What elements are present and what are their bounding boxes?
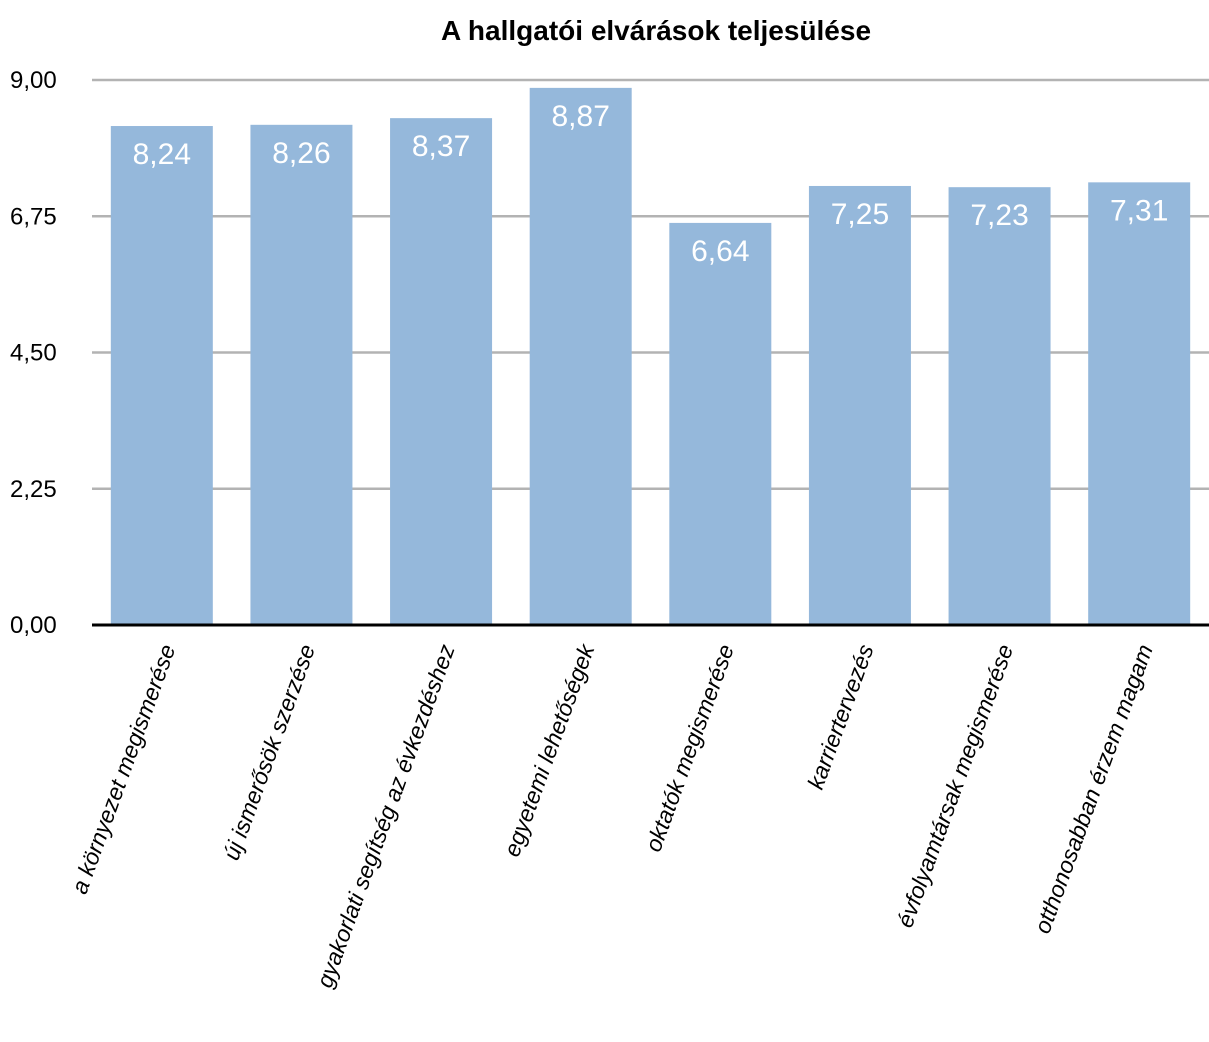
bar (110, 126, 213, 626)
bar-value-label: 8,24 (133, 138, 191, 171)
y-tick-label: 4,50 (10, 340, 57, 367)
bar (250, 124, 353, 626)
y-tick-label: 6,75 (10, 203, 57, 230)
bar-value-label: 8,87 (551, 100, 609, 133)
y-tick-label: 2,25 (10, 476, 57, 503)
x-tick-label: karriertervezés (802, 640, 879, 792)
x-tick-label: gyakorlati segítség az évkezdéshez (311, 640, 460, 991)
x-axis-ticks: a környezet megismerése új ismerősök szer… (66, 639, 1158, 990)
bar (529, 87, 632, 626)
x-tick-label: oktatók megismerése (640, 641, 739, 855)
bar-value-label: 7,31 (1110, 194, 1168, 227)
y-tick-label: 0,00 (10, 612, 57, 639)
x-tick-label: egyetemi lehetőségek (498, 639, 599, 860)
x-tick-label: évfolyamtársak megismerése (892, 641, 1019, 931)
bar-value-label: 7,25 (831, 198, 889, 231)
x-tick-label: a környezet megismerése (66, 641, 181, 897)
x-tick-label: új ismerősök szerzése (218, 641, 320, 864)
bar (669, 222, 772, 625)
bar (808, 185, 911, 625)
chart-title: A hallgatói elvárások teljesülése (441, 15, 871, 46)
bar-value-label: 6,64 (691, 235, 749, 268)
value-labels: 8,24 8,26 8,37 8,87 6,64 7,25 7,23 7,31 (133, 100, 1169, 268)
y-axis-ticks: 0,00 2,25 4,50 6,75 9,00 (10, 67, 57, 639)
bar (948, 187, 1051, 625)
bar (390, 118, 493, 626)
bar-value-label: 8,26 (272, 137, 330, 170)
bar-value-label: 8,37 (412, 130, 470, 163)
x-tick-label: otthonosabban érzem magam (1029, 641, 1158, 937)
bar (1088, 182, 1191, 626)
bars (110, 87, 1191, 626)
y-tick-label: 9,00 (10, 67, 57, 94)
bar-value-label: 7,23 (970, 199, 1028, 232)
